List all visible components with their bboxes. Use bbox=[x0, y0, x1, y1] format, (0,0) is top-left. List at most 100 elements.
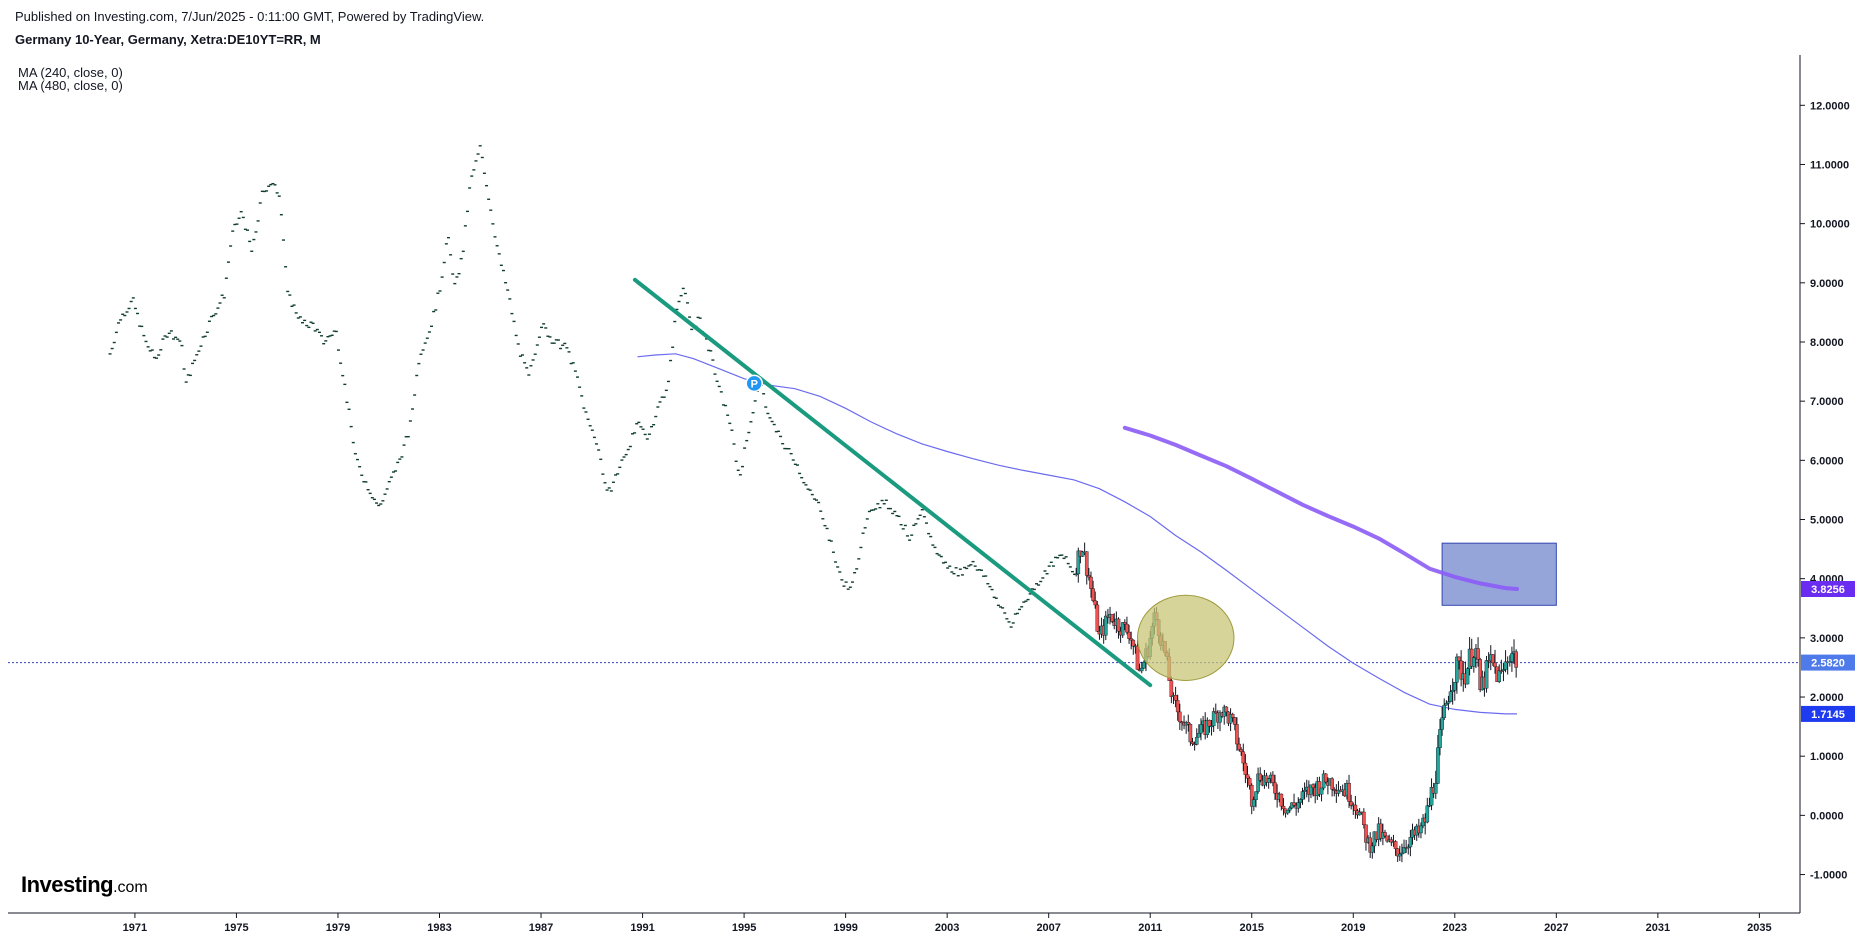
candle-body bbox=[1332, 789, 1337, 791]
axes: 1971 1975 1979 1983 1987 1991 1995 1999 2003 2007… bbox=[8, 55, 1850, 934]
candle-body bbox=[1383, 832, 1387, 837]
x-tick-label: 1975 bbox=[224, 922, 248, 934]
x-tick-label: 2023 bbox=[1443, 922, 1467, 934]
candle-body bbox=[1357, 811, 1362, 816]
marker-p-icon[interactable] bbox=[745, 374, 763, 393]
candle-body bbox=[1103, 615, 1108, 636]
candle-body bbox=[1330, 778, 1334, 790]
y-tick-label: 11.0000 bbox=[1810, 159, 1849, 171]
candle-body bbox=[1123, 622, 1127, 625]
candle-body bbox=[1279, 793, 1284, 807]
indicator-ma480-label[interactable]: MA (480, close, 0) bbox=[18, 78, 123, 93]
candle-body bbox=[1131, 639, 1136, 647]
x-tick-label: 1999 bbox=[833, 922, 857, 934]
candle-body bbox=[1199, 724, 1203, 734]
candle-body bbox=[1433, 783, 1438, 794]
candle-body bbox=[1408, 837, 1413, 848]
candle-body bbox=[1207, 719, 1212, 727]
chart-title: Germany 10-Year, Germany, Xetra:DE10YT=R… bbox=[15, 32, 321, 47]
y-tick-label: 5.0000 bbox=[1810, 515, 1844, 527]
candle-body bbox=[1074, 573, 1078, 576]
candle-body bbox=[1493, 662, 1497, 668]
candle-body bbox=[1302, 789, 1307, 792]
x-tick-label: 2035 bbox=[1747, 922, 1771, 934]
y-tick-label: 6.0000 bbox=[1810, 455, 1844, 467]
candle-body bbox=[1243, 762, 1248, 775]
candle-body bbox=[1476, 648, 1480, 660]
ellipse-drawing[interactable] bbox=[1137, 594, 1235, 681]
candle-body bbox=[1254, 791, 1258, 800]
candle-body bbox=[1256, 773, 1260, 792]
ma240-line bbox=[637, 353, 1517, 715]
x-tick-label: 2019 bbox=[1341, 922, 1365, 934]
ma480-series bbox=[1122, 425, 1519, 591]
candle-body bbox=[1169, 680, 1174, 697]
candle-body bbox=[1258, 773, 1263, 781]
candle-body bbox=[1285, 809, 1290, 814]
candle-body bbox=[1266, 778, 1271, 783]
candle-body bbox=[1472, 657, 1476, 667]
candle-body bbox=[1237, 743, 1241, 750]
candle-body bbox=[1385, 835, 1389, 842]
candle-body bbox=[1510, 653, 1514, 662]
x-tick-label: 2031 bbox=[1646, 922, 1670, 934]
candle-body bbox=[1190, 741, 1195, 744]
candle-body bbox=[1459, 660, 1463, 680]
candle-body bbox=[1194, 736, 1199, 745]
candle-body bbox=[1288, 807, 1292, 811]
candle-body bbox=[1368, 837, 1372, 853]
candle-body bbox=[1296, 802, 1301, 809]
candle-body bbox=[1438, 729, 1442, 748]
candle-body bbox=[1370, 845, 1375, 853]
candle-body bbox=[1402, 847, 1406, 854]
drawing-annotations[interactable]: P bbox=[632, 277, 1557, 688]
indicator-ma240-label[interactable]: MA (240, close, 0) bbox=[18, 65, 123, 80]
price-badge-label: 3.8256 bbox=[1811, 584, 1845, 596]
candle-body bbox=[1209, 725, 1214, 728]
candle-body bbox=[1173, 695, 1178, 701]
candle-body bbox=[1129, 638, 1133, 641]
candle-body bbox=[1230, 713, 1235, 718]
candle-body bbox=[1311, 784, 1315, 789]
price-badge bbox=[1801, 705, 1855, 722]
x-tick-label: 1983 bbox=[427, 922, 451, 934]
candle-body bbox=[1347, 783, 1351, 802]
candle-body bbox=[1378, 823, 1383, 839]
candle-body bbox=[1197, 732, 1201, 738]
candle-body bbox=[1218, 712, 1222, 723]
ma480-line bbox=[1122, 425, 1519, 591]
x-tick-label: 1991 bbox=[630, 922, 654, 934]
candle-body bbox=[1478, 659, 1482, 691]
y-tick-label: 1.0000 bbox=[1810, 751, 1844, 763]
rectangle-drawing[interactable] bbox=[1441, 542, 1557, 606]
candle-body bbox=[1135, 645, 1140, 670]
candle-body bbox=[1213, 711, 1218, 714]
x-tick-label: 2007 bbox=[1036, 922, 1060, 934]
candle-body bbox=[1233, 717, 1237, 725]
x-tick-label: 1979 bbox=[326, 922, 350, 934]
candle-body bbox=[1491, 654, 1495, 664]
candle-body bbox=[1175, 700, 1180, 713]
ma240-series bbox=[637, 353, 1517, 715]
candle-body bbox=[1239, 749, 1243, 753]
y-tick-label: 10.0000 bbox=[1810, 219, 1850, 231]
y-tick-label: 7.0000 bbox=[1810, 396, 1844, 408]
y-tick-label: 3.0000 bbox=[1810, 633, 1844, 645]
candle-body bbox=[1205, 719, 1210, 735]
candle-body bbox=[1406, 846, 1411, 849]
candle-body bbox=[1427, 805, 1432, 807]
y-tick-label: 2.0000 bbox=[1810, 692, 1844, 704]
investing-logo: Investing.com bbox=[21, 872, 148, 898]
candle-body bbox=[1465, 668, 1470, 685]
candle-body bbox=[1087, 575, 1091, 578]
trendline-drawing[interactable] bbox=[632, 277, 1153, 688]
candle-body bbox=[1425, 805, 1430, 823]
candle-body bbox=[1455, 656, 1459, 683]
candle-body bbox=[1452, 682, 1457, 691]
candle-body bbox=[1429, 787, 1434, 806]
y-tick-label: 9.0000 bbox=[1810, 278, 1844, 290]
candle-body bbox=[1211, 711, 1216, 727]
candle-body bbox=[1249, 785, 1254, 807]
candle-body bbox=[1298, 799, 1303, 803]
